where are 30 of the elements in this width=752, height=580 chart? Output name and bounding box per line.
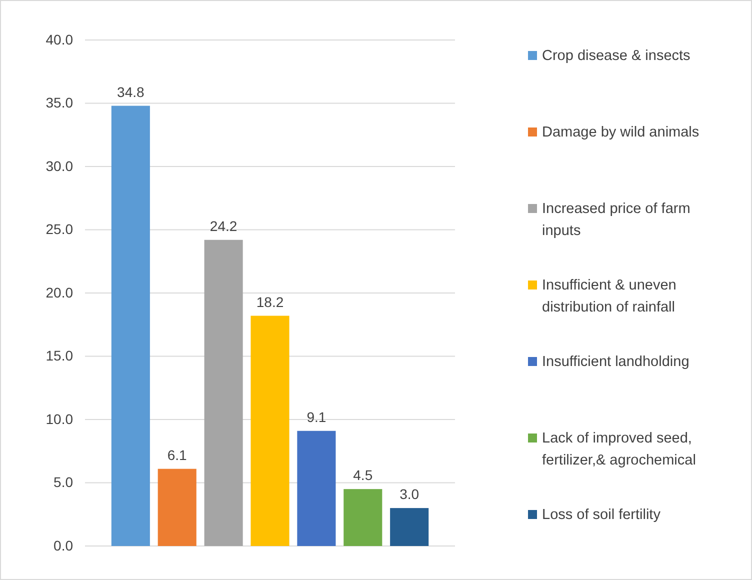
data-label: 34.8 bbox=[117, 84, 145, 100]
legend-label: Damage by wild animals bbox=[542, 124, 700, 140]
y-tick-label: 25.0 bbox=[46, 221, 74, 238]
bar bbox=[158, 468, 196, 546]
data-label: 24.2 bbox=[210, 218, 238, 234]
bar bbox=[344, 489, 382, 546]
bar bbox=[297, 430, 336, 546]
legend-label: Lack of improved seed, fertilizer,& agrochemical bbox=[542, 430, 696, 468]
legend-label: Loss of soil fertility bbox=[542, 507, 662, 523]
data-label: 18.2 bbox=[256, 294, 284, 310]
y-tick-label: 40.0 bbox=[46, 31, 74, 48]
data-label: 3.0 bbox=[400, 486, 420, 502]
y-tick-label: 0.0 bbox=[54, 537, 74, 554]
y-tick-label: 5.0 bbox=[54, 474, 74, 490]
y-tick-label: 20.0 bbox=[46, 284, 74, 300]
bar bbox=[204, 240, 243, 546]
legend-label: Insufficient landholding bbox=[542, 354, 690, 370]
bar bbox=[111, 106, 150, 546]
y-tick-label: 10.0 bbox=[46, 410, 74, 427]
data-label: 6.1 bbox=[167, 446, 188, 463]
legend-label: Increased price of farm inputs bbox=[542, 201, 690, 239]
y-tick-label: 30.0 bbox=[46, 158, 74, 174]
y-tick-label: 15.0 bbox=[46, 348, 74, 364]
bar bbox=[390, 508, 429, 546]
y-tick-label: 35.0 bbox=[46, 94, 74, 111]
data-label: 4.5 bbox=[353, 467, 373, 484]
legend-label: Crop disease & insects bbox=[542, 48, 690, 64]
legend-label: Insufficient & uneven distribution of rainfall bbox=[542, 278, 676, 316]
data-label: 9.1 bbox=[306, 408, 326, 425]
bar bbox=[250, 316, 290, 546]
